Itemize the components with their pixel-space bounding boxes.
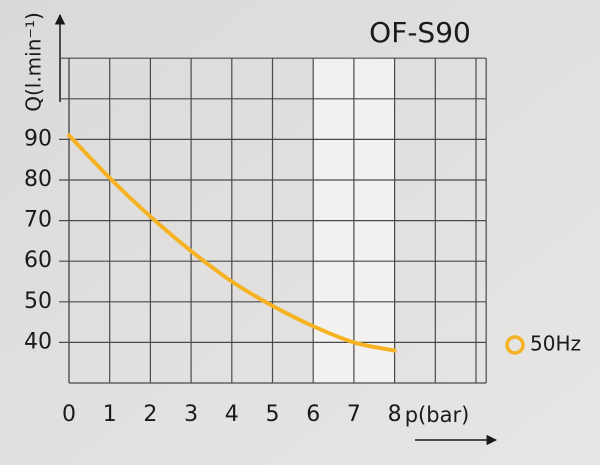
y-tick-label: 80: [24, 167, 52, 192]
x-axis-label: p(bar): [405, 403, 470, 427]
x-tick-label: 3: [184, 402, 198, 427]
y-tick-label: 70: [24, 208, 52, 233]
x-tick-label: 2: [143, 402, 157, 427]
chart-title: OF-S90: [369, 16, 471, 49]
line-series: [67, 133, 397, 353]
y-axis-label: Q(l.min⁻¹): [22, 12, 46, 112]
x-tick-label: 6: [306, 402, 320, 427]
x-tick-label: 7: [347, 402, 361, 427]
x-tick-label: 8: [388, 402, 402, 427]
y-tick-label: 90: [24, 126, 52, 151]
legend-label: 50Hz: [530, 332, 581, 356]
y-tick-label: 50: [24, 289, 52, 314]
x-tick-label: 5: [266, 402, 280, 427]
legend-marker: [505, 335, 525, 355]
y-tick-label: 60: [24, 248, 52, 273]
x-tick-label: 0: [62, 402, 76, 427]
x-tick-label: 4: [225, 402, 239, 427]
y-tick-label: 40: [24, 329, 52, 354]
x-tick-label: 1: [103, 402, 117, 427]
